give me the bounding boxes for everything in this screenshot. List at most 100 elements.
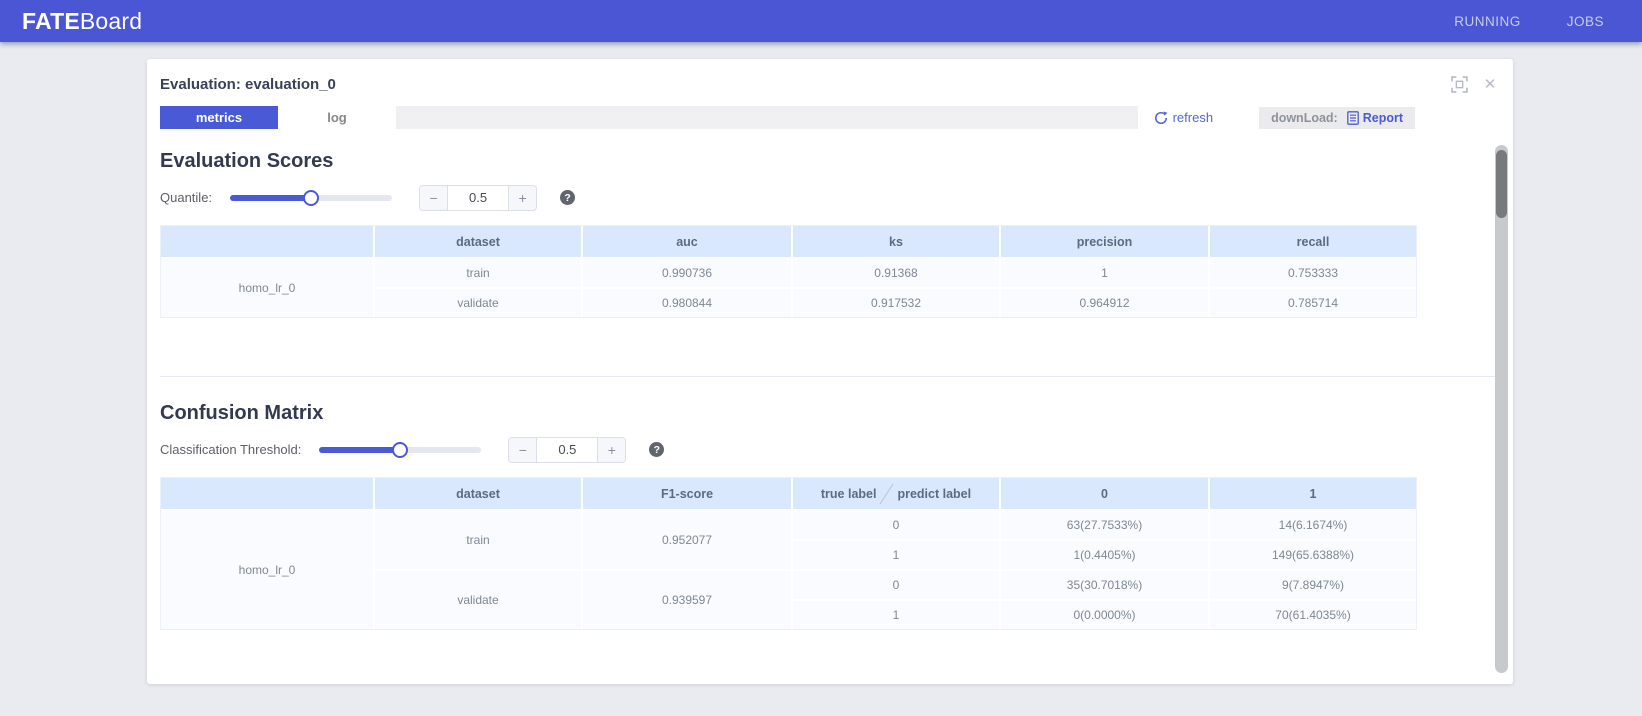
table-row: 1 1(0.4405%) 149(65.6388%) xyxy=(161,539,1416,569)
download-box: downLoad: Report xyxy=(1259,106,1415,129)
cell-f1-score: 0.952077 xyxy=(581,509,791,569)
table-row: homo_lr_0 train 0.952077 0 63(27.7533%) … xyxy=(161,509,1416,629)
download-label: downLoad: xyxy=(1271,110,1338,125)
cell-true-label: 0 xyxy=(791,569,999,599)
cell-dataset: train xyxy=(373,509,581,569)
quantile-help-icon[interactable]: ? xyxy=(560,190,576,205)
threshold-label: Classification Threshold: xyxy=(160,442,302,457)
logo-light-part: Board xyxy=(79,7,143,34)
cell-recall: 0.753333 xyxy=(1208,257,1416,287)
cell-auc: 0.990736 xyxy=(581,257,791,287)
diagonal-divider xyxy=(880,483,894,504)
cell-dataset: validate xyxy=(373,287,581,317)
report-document-icon xyxy=(1346,110,1359,125)
cell-f1-score: 0.939597 xyxy=(581,569,791,629)
true-label-text: true label xyxy=(820,486,877,501)
header-predict-1: 1 xyxy=(1208,478,1416,509)
quantile-slider-handle[interactable] xyxy=(303,189,320,206)
report-label: Report xyxy=(1362,110,1403,125)
fateboard-logo: FATEBoard xyxy=(22,8,142,35)
cell-predict-1: 70(61.4035%) xyxy=(1208,599,1416,629)
cell-dataset: train xyxy=(373,257,581,287)
quantile-slider[interactable] xyxy=(230,189,393,206)
header-auc: auc xyxy=(581,226,791,257)
evaluation-scores-heading: Evaluation Scores xyxy=(160,150,334,172)
close-icon[interactable]: ✕ xyxy=(1483,75,1497,93)
cell-predict-0: 0(0.0000%) xyxy=(999,599,1208,629)
refresh-icon xyxy=(1154,110,1168,125)
cell-predict-0: 63(27.7533%) xyxy=(999,509,1208,539)
tab-log[interactable]: log xyxy=(278,106,396,129)
confusion-matrix-table: dataset F1-score true label predict labe… xyxy=(160,477,1417,630)
panel-header-actions: ✕ xyxy=(1450,75,1499,93)
table-row: validate 0.980844 0.917532 0.964912 0.78… xyxy=(161,287,1416,317)
header-recall: recall xyxy=(1208,226,1416,257)
nav-links: RUNNING JOBS xyxy=(1454,14,1604,29)
cell-predict-1: 14(6.1674%) xyxy=(1208,509,1416,539)
cell-ks: 0.917532 xyxy=(791,287,999,317)
table-row: homo_lr_0 train 0.990736 0.91368 1 0.753… xyxy=(161,257,1416,317)
table-header-row: dataset auc ks precision recall xyxy=(161,226,1416,257)
metrics-content: Evaluation Scores Quantile: − + ? datase… xyxy=(147,150,1513,630)
cell-true-label: 1 xyxy=(791,539,999,569)
header-ks: ks xyxy=(791,226,999,257)
quantile-slider-fill xyxy=(230,194,312,201)
header-predict-0: 0 xyxy=(999,478,1208,509)
predict-label-text: predict label xyxy=(897,486,972,501)
nav-link-jobs[interactable]: JOBS xyxy=(1566,13,1604,29)
refresh-label: refresh xyxy=(1172,110,1214,125)
header-dataset: dataset xyxy=(373,478,581,509)
threshold-stepper: − + xyxy=(508,436,627,463)
confusion-matrix-heading: Confusion Matrix xyxy=(160,402,324,424)
tab-metrics[interactable]: metrics xyxy=(160,106,278,129)
threshold-slider-fill xyxy=(319,446,401,453)
cell-true-label: 1 xyxy=(791,599,999,629)
threshold-help-icon[interactable]: ? xyxy=(649,442,665,457)
cell-auc: 0.980844 xyxy=(581,287,791,317)
threshold-input[interactable] xyxy=(537,437,598,462)
logo-bold-part: FATE xyxy=(22,7,80,34)
scrollbar-thumb[interactable] xyxy=(1496,150,1507,218)
quantile-decrease-button[interactable]: − xyxy=(420,185,449,210)
cell-predict-1: 9(7.8947%) xyxy=(1208,569,1416,599)
header-f1-score: F1-score xyxy=(581,478,791,509)
evaluation-scores-table: dataset auc ks precision recall homo_lr_… xyxy=(160,225,1417,318)
table-row: 1 0(0.0000%) 70(61.4035%) xyxy=(161,599,1416,629)
cell-predict-0: 35(30.7018%) xyxy=(999,569,1208,599)
threshold-control-row: Classification Threshold: − + ? xyxy=(160,436,1500,463)
cell-recall: 0.785714 xyxy=(1208,287,1416,317)
threshold-slider-handle[interactable] xyxy=(392,441,409,458)
cell-dataset: validate xyxy=(373,569,581,629)
section-divider xyxy=(160,376,1500,377)
top-navbar: FATEBoard RUNNING JOBS xyxy=(0,0,1642,42)
header-true-predict-label: true label predict label xyxy=(791,478,999,509)
tab-strip-filler xyxy=(396,106,1138,129)
cell-precision: 1 xyxy=(999,257,1208,287)
quantile-stepper: − + xyxy=(419,184,538,211)
group-cell: homo_lr_0 xyxy=(161,257,373,317)
report-button[interactable]: Report xyxy=(1346,110,1403,125)
threshold-increase-button[interactable]: + xyxy=(597,437,626,462)
fullscreen-icon[interactable] xyxy=(1450,75,1468,93)
refresh-button[interactable]: refresh xyxy=(1154,110,1213,125)
quantile-input[interactable] xyxy=(448,185,509,210)
threshold-slider[interactable] xyxy=(319,441,482,458)
cell-predict-0: 1(0.4405%) xyxy=(999,539,1208,569)
evaluation-panel: Evaluation: evaluation_0 ✕ metrics log r… xyxy=(147,59,1513,684)
quantile-increase-button[interactable]: + xyxy=(508,185,537,210)
quantile-label: Quantile: xyxy=(160,190,213,205)
header-empty xyxy=(161,226,373,257)
panel-title: Evaluation: evaluation_0 xyxy=(160,75,336,93)
nav-link-running[interactable]: RUNNING xyxy=(1454,13,1521,29)
cell-true-label: 0 xyxy=(791,509,999,539)
table-header-row: dataset F1-score true label predict labe… xyxy=(161,478,1416,509)
header-empty xyxy=(161,478,373,509)
vertical-scrollbar[interactable] xyxy=(1495,145,1508,673)
quantile-control-row: Quantile: − + ? xyxy=(160,184,1500,211)
tab-bar: metrics log refresh downLoad: xyxy=(160,106,1415,129)
header-dataset: dataset xyxy=(373,226,581,257)
threshold-decrease-button[interactable]: − xyxy=(509,437,538,462)
panel-header: Evaluation: evaluation_0 ✕ xyxy=(147,59,1513,93)
header-precision: precision xyxy=(999,226,1208,257)
table-row: validate 0.939597 0 35(30.7018%) 9(7.894… xyxy=(161,569,1416,629)
